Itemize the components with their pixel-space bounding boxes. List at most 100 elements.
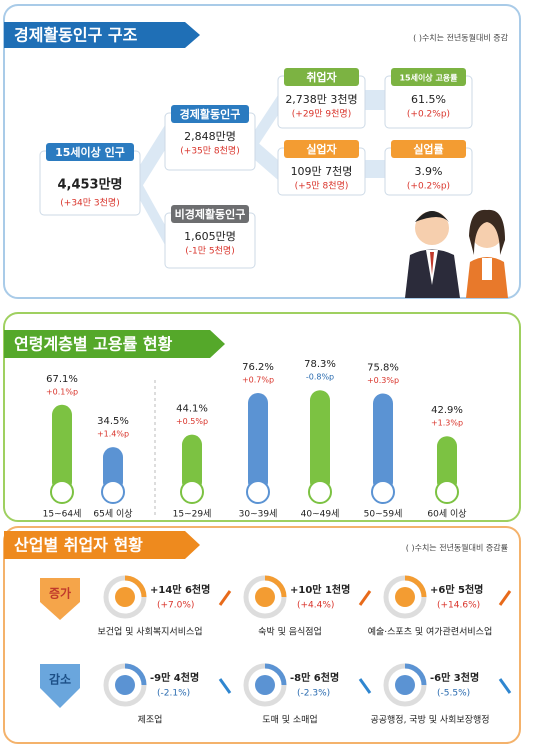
industry-name: 공공행정, 국방 및 사회보장행정 [370,714,489,726]
value-label: 78.3% [304,359,336,370]
trend-arrow [358,590,372,606]
badge-label: 증가 [49,586,71,601]
ring-icon [395,675,415,695]
ring-icon [115,675,135,695]
bar-icon [435,480,459,504]
ring-icon [115,587,135,607]
bar-icon [50,480,74,504]
node-change: (-1만 5천명) [185,246,234,257]
bar-icon [180,480,204,504]
change-label: +0.5%p [176,417,208,426]
node-change: (+35만 8천명) [180,146,239,157]
value-label: 75.8% [367,362,399,373]
node-header [391,68,466,86]
node-value: 1,605만명 [184,230,236,243]
industry-value: +14만 6천명 [150,583,210,596]
ring-icon [255,587,275,607]
industry-value: -8만 6천명 [290,671,339,684]
node-change: (+0.2%p) [407,110,450,120]
node-value: 2,738만 3천명 [285,92,357,106]
ring-arc [124,575,147,598]
value-label: 44.1% [176,404,208,415]
bar-icon [371,480,395,504]
industry-value: +10만 1천명 [290,583,350,596]
bar [103,447,123,492]
industry-value: -9만 4천명 [150,671,199,684]
x-tick-label: 65세 이상 [93,509,132,520]
bar [182,434,202,492]
node-label: 취업자 [306,70,337,84]
bar-icon [246,480,270,504]
ring-icon [255,675,275,695]
node-label: 경제활동인구 [180,107,241,121]
industry-name: 예술·스포츠 및 여가관련서비스업 [368,626,493,638]
banner [4,22,200,48]
industry-name: 숙박 및 음식점업 [258,626,322,638]
illustration [405,209,508,298]
industry-name: 제조업 [138,715,163,726]
bar [52,404,72,492]
x-tick-label: 50~59세 [364,509,403,520]
ring-arc [264,575,287,598]
banner [4,330,225,358]
x-tick-label: 15~29세 [173,509,212,520]
node-label: 비경제활동인구 [175,207,246,221]
trend-arrow [358,678,372,694]
x-tick-label: 60세 이상 [427,509,466,520]
node-header [46,143,134,161]
ring-icon [395,587,415,607]
section-title: 연령계층별 고용률 현황 [14,335,173,354]
value-label: 34.5% [97,416,129,427]
bar [373,393,393,492]
value-label: 42.9% [431,405,463,416]
node-label: 15세이상 고용률 [399,73,458,83]
node-header [284,68,359,86]
badge-label: 감소 [49,672,71,687]
x-tick-label: 15~64세 [43,509,82,520]
trend-arrow [498,590,512,606]
node-value: 2,848만명 [184,130,236,143]
bar-icon [308,480,332,504]
industry-name: 보건업 및 사회복지서비스업 [97,626,202,638]
node-change: (+29만 9천명) [292,109,351,120]
industry-change: (-5.5%) [437,689,470,699]
change-label: +0.1%p [46,387,78,396]
node-header [171,105,249,123]
ring-arc [404,663,427,686]
bar-icon [101,480,125,504]
node-label: 15세이상 인구 [55,145,125,159]
trend-arrow [218,590,232,606]
node-change: (+34만 3천명) [60,198,119,209]
connectors [140,90,385,245]
change-label: +1.4%p [97,430,129,439]
node-value: 4,453만명 [57,177,122,193]
change-label: +1.3%p [431,419,463,428]
node-value: 61.5% [411,93,446,106]
bar [437,436,457,492]
industry-change: (+14.6%) [437,601,480,611]
node-value: 109만 7천명 [291,164,353,178]
bar [310,390,330,492]
trend-arrow [498,678,512,694]
value-label: 76.2% [242,362,274,373]
note: ( )수치는 전년동월대비 증감 [413,33,508,43]
banner [4,531,200,559]
node-change: (+0.2%p) [407,182,450,192]
change-label: +0.3%p [367,376,399,385]
trend-arrow [218,678,232,694]
section-title: 산업별 취업자 현황 [14,536,143,555]
section-title: 경제활동인구 구조 [14,26,138,45]
bar [248,392,268,492]
value-label: 67.1% [46,374,78,385]
industry-value: -6만 3천명 [430,671,479,684]
industry-change: (-2.3%) [297,689,330,699]
x-tick-label: 30~39세 [239,509,278,520]
node-header [391,140,466,158]
node-value: 3.9% [415,165,443,178]
x-tick-label: 40~49세 [301,509,340,520]
node-label: 실업자 [306,142,337,156]
ring-arc [124,663,147,686]
ring-arc [264,663,287,686]
